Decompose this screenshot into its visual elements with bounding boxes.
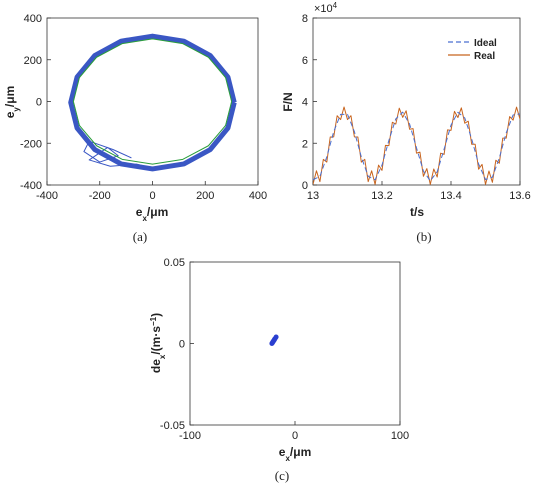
x-tick-label: 100 <box>391 430 409 442</box>
label-part: /(m·s <box>149 326 163 355</box>
label-sub: x <box>158 354 167 359</box>
series-layer <box>68 33 237 172</box>
label-part: /μm <box>3 86 17 107</box>
panel-label: (b) <box>416 229 431 244</box>
label-sub: x <box>285 454 290 463</box>
label-part: e <box>3 111 17 118</box>
label-sub: y <box>12 107 21 112</box>
y-tick-label: 0 <box>36 97 42 109</box>
x-axis-label: ex/μm <box>136 205 169 223</box>
label-part: de <box>149 359 163 373</box>
label-part: /μm <box>147 205 168 219</box>
y-tick-label: 2 <box>302 138 308 150</box>
y-tick-label: -200 <box>20 138 42 150</box>
y-tick-label: 4 <box>302 97 308 109</box>
y-tick-label: 0 <box>179 339 185 351</box>
plot-area <box>189 261 401 426</box>
y-axis-label: F/N <box>281 92 295 111</box>
point <box>273 334 279 340</box>
label-part: /μm <box>290 445 311 459</box>
series-layer <box>313 106 520 185</box>
x-tick-label: 13.6 <box>509 190 530 202</box>
y-tick-label: 0 <box>302 180 308 192</box>
label-sup: 4 <box>333 1 338 10</box>
y-tick-label: 0.05 <box>164 257 185 269</box>
x-axis-label: ex/μm <box>279 445 312 463</box>
label-part: ) <box>149 313 163 317</box>
x-tick-label: 13.2 <box>371 190 392 202</box>
y-axis-label: dex/(m·s−1) <box>149 313 167 373</box>
x-tick-label: 200 <box>196 190 214 202</box>
plot-area <box>46 17 259 186</box>
label-part: e <box>279 445 286 459</box>
plot-area <box>312 17 521 186</box>
y-tick-label: 6 <box>302 55 308 67</box>
series-line <box>313 111 520 182</box>
y-tick-label: 400 <box>24 13 42 25</box>
label-sub: x <box>142 214 147 223</box>
x-tick-label: -200 <box>89 190 111 202</box>
x-tick-label: -100 <box>179 430 201 442</box>
panel-label: (c) <box>275 468 289 483</box>
series-line <box>83 140 153 169</box>
y-tick-label: -400 <box>20 180 42 192</box>
x-tick-label: 0 <box>149 190 155 202</box>
x-tick-label: -400 <box>36 190 58 202</box>
y-tick-label: 8 <box>302 13 308 25</box>
legend-label: Ideal <box>474 38 497 49</box>
x-tick-label: 13.4 <box>440 190 461 202</box>
label-part: t/s <box>410 205 424 219</box>
series-line <box>313 106 520 185</box>
label-part: F/N <box>281 92 295 111</box>
axis-multiplier: ×104 <box>314 1 338 16</box>
series-line <box>68 33 237 172</box>
panel-label: (a) <box>133 229 147 244</box>
y-tick-label: -0.05 <box>160 420 185 432</box>
legend-label: Real <box>474 51 495 62</box>
x-tick-label: 0 <box>292 430 298 442</box>
series-layer <box>269 334 279 346</box>
label-part: ×10 <box>314 3 333 15</box>
y-tick-label: 200 <box>24 55 42 67</box>
label-sup: −1 <box>149 316 158 326</box>
x-axis-label: t/s <box>410 205 424 219</box>
label-part: e <box>136 205 143 219</box>
x-tick-label: 400 <box>249 190 267 202</box>
series-line <box>72 38 233 165</box>
y-axis-label: ey/μm <box>3 86 21 119</box>
x-tick-label: 13 <box>307 190 319 202</box>
